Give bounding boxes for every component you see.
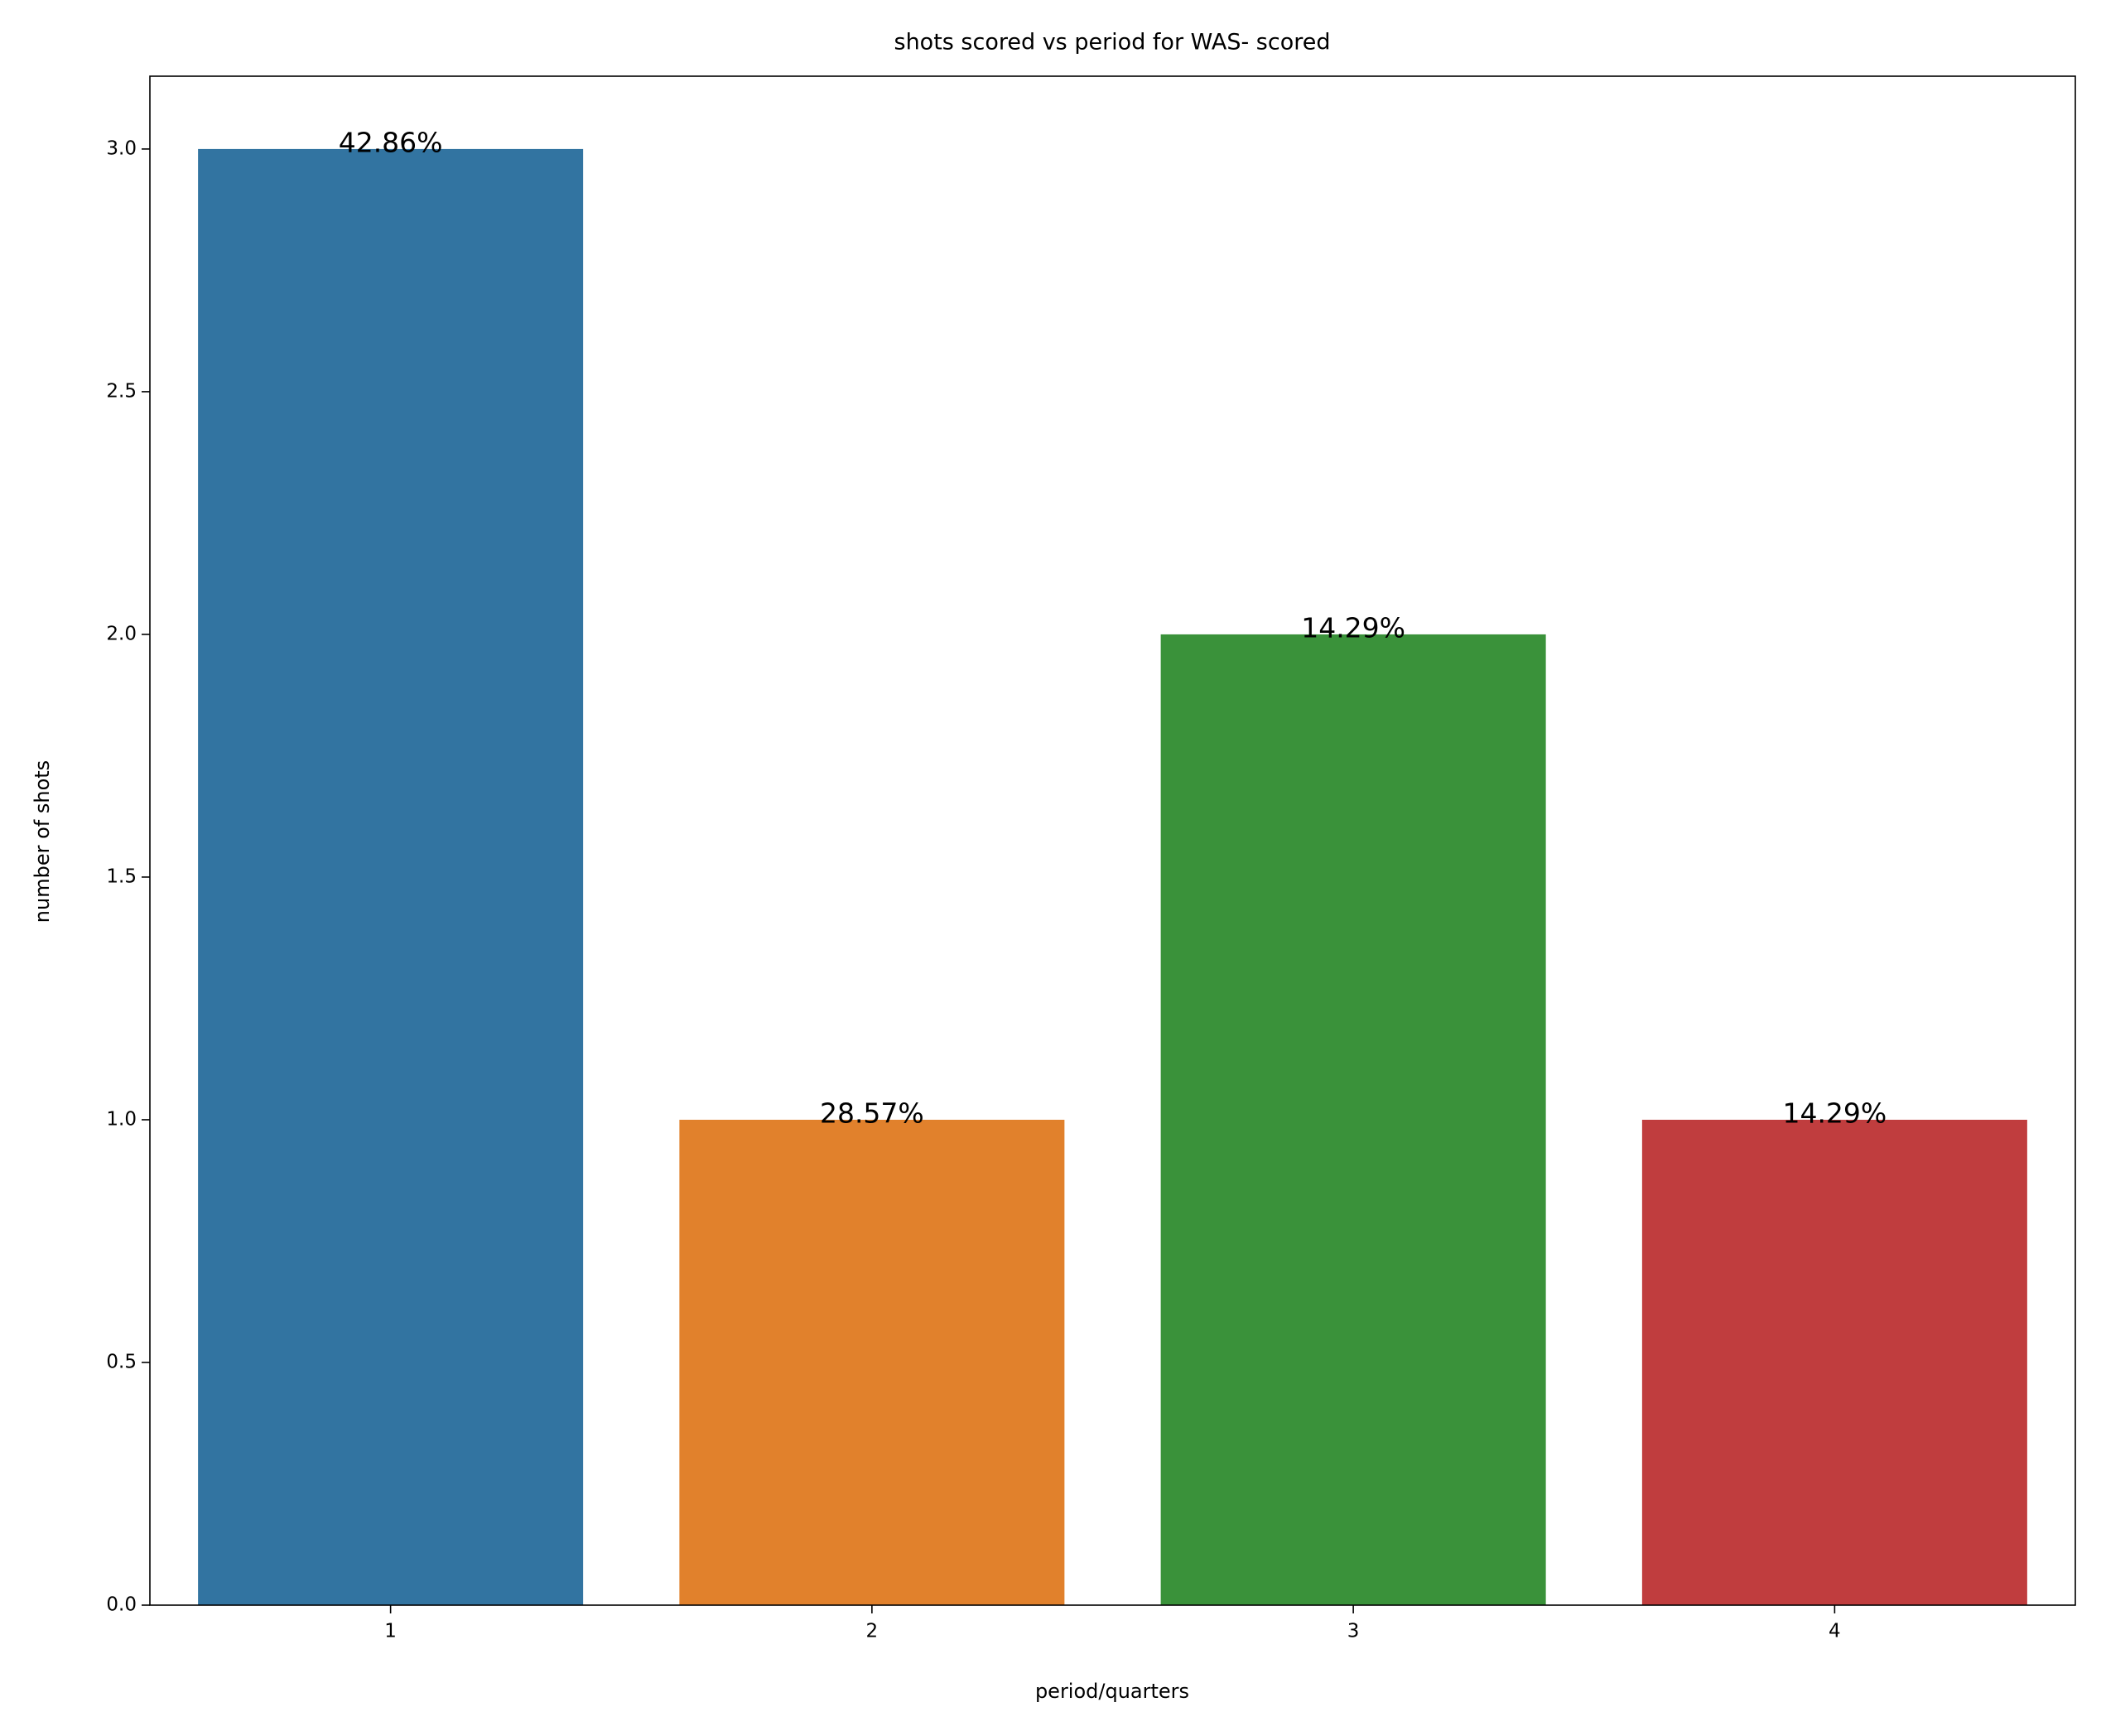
bar [1160,634,1546,1605]
x-tick-label: 2 [866,1621,879,1642]
y-tick-label: 0.0 [106,1594,137,1616]
y-tick-label: 2.5 [106,380,137,402]
y-tick-label: 3.0 [106,137,137,159]
bar-annotation: 28.57% [820,1097,924,1129]
x-tick-label: 1 [384,1621,397,1642]
bar [679,1119,1065,1605]
bar-annotation: 14.29% [1301,611,1405,644]
chart-title: shots scored vs period for WAS- scored [894,30,1331,55]
y-tick-label: 1.5 [106,866,137,887]
x-tick-label: 4 [1829,1621,1841,1642]
bar [198,148,584,1605]
bar-annotation: 42.86% [339,126,443,158]
bar-annotation: 14.29% [1782,1097,1887,1129]
x-axis-label: period/quarters [1035,1680,1189,1703]
plot-frame [149,75,2076,1606]
y-tick-label: 0.5 [106,1351,137,1372]
y-axis-label: number of shots [31,760,54,923]
x-tick-label: 3 [1347,1621,1360,1642]
bar [1641,1119,2027,1605]
y-tick-label: 2.0 [106,623,137,644]
y-tick-label: 1.0 [106,1108,137,1130]
